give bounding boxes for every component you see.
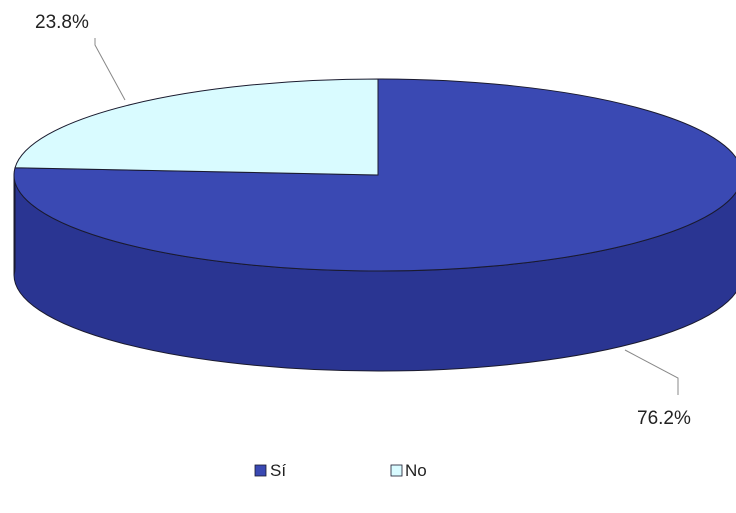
slice-no-side bbox=[13, 167, 16, 276]
legend-label-no: No bbox=[405, 461, 427, 480]
legend-swatch-no bbox=[390, 464, 403, 477]
data-label-no: 23.8% bbox=[35, 12, 89, 33]
legend-label-si: Sí bbox=[270, 461, 286, 480]
leader-line-no bbox=[94, 38, 126, 101]
pie-labels: 23.8% 76.2% bbox=[35, 12, 691, 429]
legend-swatch-si bbox=[254, 464, 267, 477]
pie-body bbox=[13, 78, 736, 372]
legend: Sí No bbox=[254, 461, 427, 480]
slice-no bbox=[14, 78, 379, 176]
data-label-si: 76.2% bbox=[637, 408, 691, 429]
leader-line-si bbox=[624, 349, 679, 395]
